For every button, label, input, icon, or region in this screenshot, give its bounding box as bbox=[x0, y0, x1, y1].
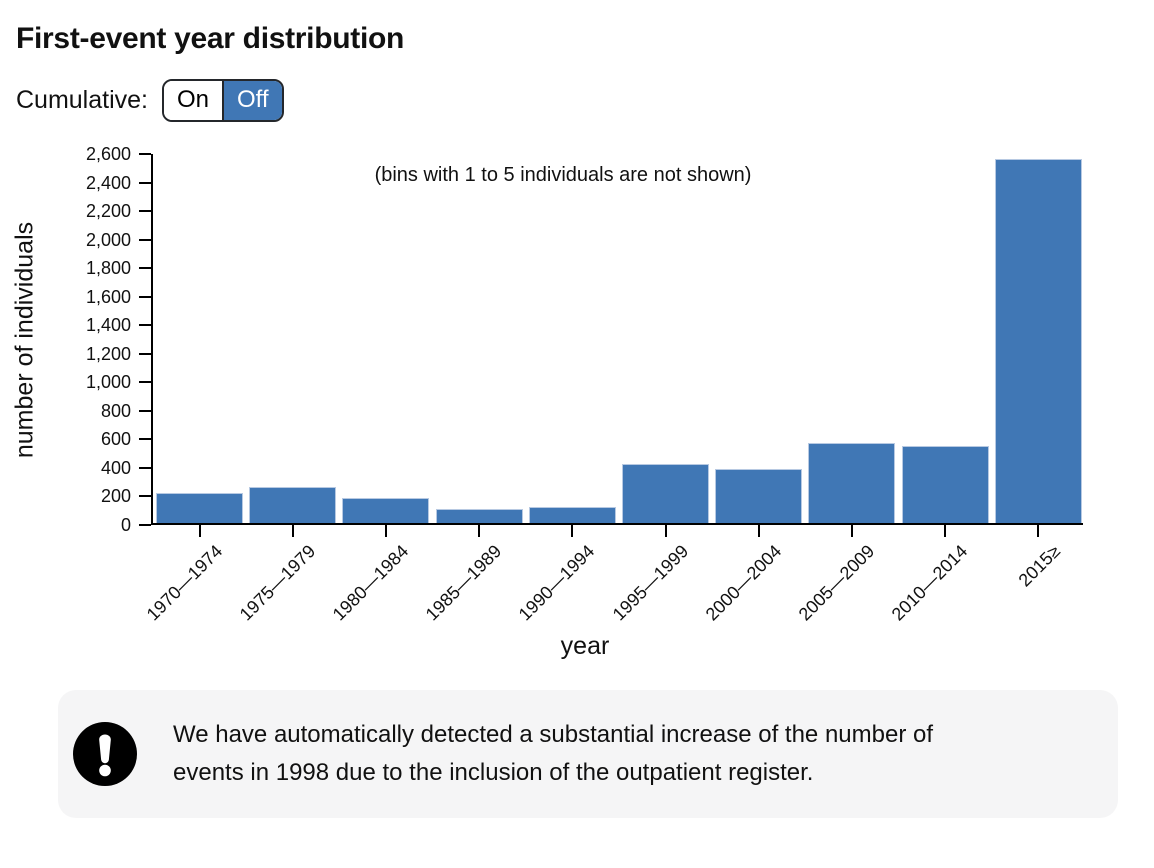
bar-2000—2004 bbox=[715, 469, 803, 523]
x-tick bbox=[664, 525, 667, 537]
y-tick-label: 1,400 bbox=[85, 315, 131, 336]
x-tick-label: 1990—1994 bbox=[515, 541, 599, 625]
x-tick bbox=[198, 525, 201, 537]
x-tick-label: 1970—1974 bbox=[142, 541, 226, 625]
y-tick-label: 2,600 bbox=[85, 144, 131, 164]
bar-2005—2009 bbox=[808, 443, 896, 523]
y-tick bbox=[139, 153, 151, 155]
y-tick-label: 200 bbox=[100, 486, 131, 507]
y-tick-label: 400 bbox=[100, 457, 131, 478]
x-axis-title: year bbox=[560, 632, 610, 660]
y-tick bbox=[139, 210, 151, 213]
x-tick-label: 2010—2014 bbox=[887, 541, 972, 625]
x-tick bbox=[478, 525, 481, 537]
y-tick bbox=[139, 466, 151, 469]
x-tick-label: 2015≥ bbox=[1015, 541, 1065, 591]
cumulative-label: Cumulative: bbox=[16, 85, 148, 114]
y-tick bbox=[139, 324, 151, 327]
y-tick bbox=[139, 181, 151, 184]
note-text: We have automatically detected a substan… bbox=[173, 721, 933, 786]
y-tick bbox=[139, 352, 151, 355]
x-tick-label: 1975—1979 bbox=[235, 541, 319, 625]
note-card: We have automatically detected a substan… bbox=[58, 690, 1118, 818]
y-tick-label: 2,200 bbox=[85, 201, 131, 222]
x-tick bbox=[385, 525, 387, 537]
y-tick bbox=[139, 295, 151, 298]
cumulative-toggle[interactable]: On Off bbox=[162, 78, 284, 122]
y-tick-label: 2,000 bbox=[85, 229, 131, 250]
y-tick bbox=[139, 438, 151, 441]
y-tick-label: 1,200 bbox=[85, 343, 131, 364]
x-tick-label: 1980—1984 bbox=[328, 541, 413, 625]
y-tick-label: 1,800 bbox=[85, 258, 131, 279]
bar-1990—1994 bbox=[528, 507, 616, 523]
x-tick bbox=[571, 525, 574, 537]
cumulative-toggle-row: Cumulative: On Off bbox=[16, 78, 1138, 122]
y-tick bbox=[139, 381, 151, 384]
chart: number of individuals (bins with 1 to 5 … bbox=[11, 134, 1138, 662]
bar-2010—2014 bbox=[901, 446, 989, 523]
y-tick-label: 800 bbox=[100, 400, 131, 421]
x-tick bbox=[1037, 525, 1040, 537]
x-tick bbox=[291, 525, 294, 537]
bar-1975—1979 bbox=[249, 487, 337, 523]
plot-area: (bins with 1 to 5 individuals are not sh… bbox=[86, 144, 1083, 625]
bar-1995—1999 bbox=[622, 464, 709, 523]
y-tick bbox=[139, 495, 151, 498]
x-tick-label: 2005—2009 bbox=[794, 541, 879, 625]
x-tick-label: 1985—1989 bbox=[421, 541, 506, 625]
y-tick bbox=[139, 267, 151, 270]
toggle-off-button[interactable]: Off bbox=[222, 80, 282, 120]
bar-1970—1974 bbox=[156, 493, 243, 523]
y-tick-label: 1,000 bbox=[85, 372, 131, 393]
y-tick-label: 600 bbox=[100, 429, 131, 450]
y-tick bbox=[139, 238, 151, 241]
toggle-on-button[interactable]: On bbox=[164, 80, 223, 120]
y-tick-label: 0 bbox=[120, 515, 131, 535]
y-tick bbox=[139, 409, 151, 412]
y-tick bbox=[139, 524, 151, 526]
x-tick-label: 1995—1999 bbox=[608, 541, 692, 625]
chart-annotation: (bins with 1 to 5 individuals are not sh… bbox=[374, 164, 752, 186]
page-title: First-event year distribution bbox=[16, 22, 405, 55]
y-tick-label: 1,600 bbox=[85, 286, 131, 307]
bar-2015≥ bbox=[994, 159, 1082, 523]
x-tick bbox=[757, 525, 760, 537]
bar-1980—1984 bbox=[342, 498, 430, 523]
y-axis-title: number of individuals bbox=[10, 221, 39, 459]
bar-1985—1989 bbox=[435, 509, 523, 523]
x-tick bbox=[944, 525, 947, 537]
x-tick bbox=[851, 525, 853, 537]
exclamation-circle-icon bbox=[73, 722, 137, 786]
x-tick-label: 2000—2004 bbox=[701, 541, 785, 625]
y-tick-label: 2,400 bbox=[85, 172, 131, 193]
